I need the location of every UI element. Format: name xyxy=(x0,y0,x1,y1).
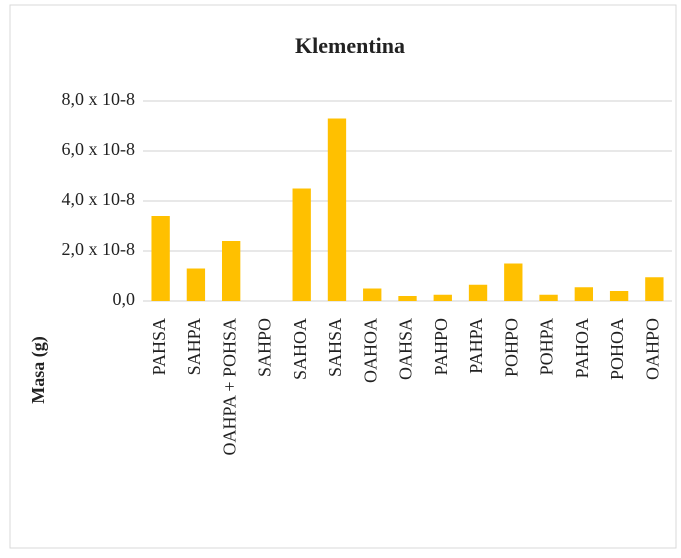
x-tick-label: SAHOA xyxy=(290,318,310,380)
bar xyxy=(151,216,170,301)
bar xyxy=(186,268,206,301)
bar xyxy=(574,287,594,301)
y-tick-label: 4,0 x 10-8 xyxy=(62,189,136,209)
y-tick-label: 8,0 x 10-8 xyxy=(62,89,136,109)
bar xyxy=(433,294,452,301)
x-tick-label: SAHPO xyxy=(255,318,275,377)
x-tick-label: OAHSA xyxy=(396,318,416,380)
bar xyxy=(398,296,417,301)
bar xyxy=(363,288,382,301)
x-tick-label: POHPO xyxy=(501,318,521,377)
bar xyxy=(292,188,311,301)
chart-title: Klementina xyxy=(295,33,405,58)
y-tick-label: 6,0 x 10-8 xyxy=(62,139,136,159)
y-tick-label: 2,0 x 10-8 xyxy=(62,239,136,259)
x-tick-label: PAHSA xyxy=(149,318,169,375)
x-tick-label: PAHOA xyxy=(572,318,592,378)
x-tick-label: SAHPA xyxy=(184,318,204,375)
x-tick-label: PAHPO xyxy=(431,318,451,375)
x-tick-label: OAHPA + POHSA xyxy=(219,318,239,456)
bar xyxy=(645,277,664,301)
x-tick-label: OAHPO xyxy=(642,318,662,380)
bar xyxy=(327,118,347,301)
y-axis-label: Masa (g) xyxy=(28,336,49,403)
y-tick-label: 0,0 xyxy=(113,289,136,309)
bar xyxy=(504,263,523,301)
x-tick-label: POHPA xyxy=(537,318,557,375)
x-tick-label: SAHSA xyxy=(325,318,345,377)
bar xyxy=(468,284,488,301)
bar xyxy=(539,294,558,301)
bar xyxy=(609,291,629,301)
x-tick-label: OAHOA xyxy=(360,318,380,383)
bar xyxy=(221,241,241,301)
x-tick-label: PAHPA xyxy=(466,318,486,374)
x-tick-label: POHOA xyxy=(607,318,627,380)
